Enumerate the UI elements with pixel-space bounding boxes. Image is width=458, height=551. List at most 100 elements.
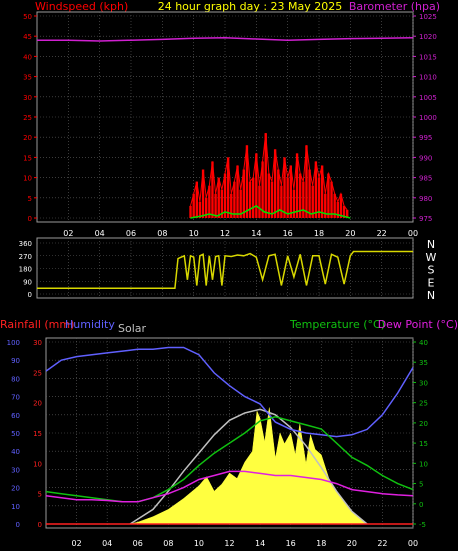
wind-y-tick-label: 50	[23, 13, 32, 21]
baro-y-tick-label: 975	[419, 215, 432, 223]
wind-y-tick-label: 20	[23, 134, 32, 142]
wind-bar	[205, 197, 208, 218]
wind-bar	[233, 181, 236, 218]
wind-bar	[286, 177, 289, 218]
humidity-y-tick-label: 60	[11, 412, 20, 420]
weather-x-tick-label: 18	[316, 539, 326, 548]
gust-line	[190, 205, 351, 219]
baro-y-tick-label: 995	[419, 134, 432, 142]
humidity-y-tick-label: 0	[16, 521, 20, 529]
humidity-axis-title: Humidity	[65, 318, 115, 331]
rainfall-axis-title: Rainfall (mm)	[0, 318, 74, 331]
rainfall-y-tick-label: 0	[38, 521, 42, 529]
direction-y-tick-label: 0	[28, 291, 32, 299]
wind-bar	[230, 193, 233, 218]
wind-bar	[327, 173, 330, 218]
temperature-y-tick-label: 10	[419, 460, 428, 468]
wind-bar	[264, 133, 267, 218]
wind-bar	[292, 189, 296, 218]
baro-y-tick-label: 990	[419, 154, 432, 162]
humidity-y-tick-label: 100	[7, 339, 20, 347]
wind-bar	[336, 201, 339, 218]
rainfall-y-tick-label: 15	[33, 430, 42, 438]
wind-bar	[302, 181, 305, 218]
wind-x-tick-label: 04	[95, 229, 105, 238]
wind-bar	[239, 189, 242, 218]
humidity-y-tick-label: 90	[11, 357, 20, 365]
direction-compass-label: W	[426, 251, 437, 264]
rainfall-y-tick-label: 30	[33, 339, 42, 347]
humidity-y-tick-label: 20	[11, 485, 20, 493]
wind-bar	[320, 165, 324, 218]
humidity-y-tick-label: 70	[11, 394, 20, 402]
barometer-line	[37, 37, 414, 42]
wind-x-tick-label: 18	[314, 229, 324, 238]
temperature-y-tick-label: 5	[419, 481, 423, 489]
barometer-axis-title: Barometer (hpa)	[349, 0, 440, 13]
weather-x-tick-label: 00	[408, 539, 418, 548]
temperature-y-tick-label: 40	[419, 339, 428, 347]
wind-bar	[242, 169, 245, 218]
weather-x-tick-label: 14	[255, 539, 265, 548]
wind-bar	[195, 181, 198, 218]
wind-x-tick-label: 10	[189, 229, 199, 238]
wind-bar	[324, 193, 327, 218]
wind-bar	[211, 161, 214, 218]
wind-bar	[261, 161, 264, 218]
weather-x-tick-label: 16	[286, 539, 296, 548]
wind-x-tick-label: 12	[220, 229, 230, 238]
temperature-axis-title: Temperature (°C)	[289, 318, 385, 331]
wind-y-tick-label: 25	[23, 114, 32, 122]
weather-x-tick-label: 04	[102, 539, 112, 548]
humidity-y-tick-label: 80	[11, 375, 20, 383]
wind-bar	[226, 157, 230, 218]
wind-bar	[208, 185, 211, 218]
temperature-y-tick-label: 0	[419, 501, 423, 509]
wind-bar	[236, 165, 239, 218]
wind-bar	[214, 193, 217, 218]
direction-y-tick-label: 360	[19, 240, 32, 248]
wind-bar	[245, 145, 249, 218]
weather-x-tick-label: 02	[71, 539, 81, 548]
graph-title: 24 hour graph day : 23 May 2025	[158, 0, 343, 13]
weather-x-tick-label: 12	[224, 539, 234, 548]
wind-bar	[317, 177, 321, 218]
wind-bar	[342, 205, 346, 218]
wind-bar	[217, 177, 220, 218]
wind-bar	[295, 153, 299, 218]
wind-y-tick-label: 0	[28, 215, 32, 223]
wind-y-tick-label: 10	[23, 175, 32, 183]
wind-x-tick-label: 16	[283, 229, 293, 238]
wind-bar	[289, 165, 292, 218]
rainfall-y-tick-label: 10	[33, 460, 42, 468]
weather-x-tick-label: 20	[347, 539, 357, 548]
direction-compass-label: E	[428, 276, 435, 289]
baro-y-tick-label: 1025	[419, 13, 437, 21]
direction-compass-label: S	[428, 264, 435, 277]
weather-x-tick-label: 08	[163, 539, 173, 548]
temperature-y-tick-label: 35	[419, 359, 428, 367]
solar-axis-title: Solar	[118, 322, 147, 335]
humidity-line	[45, 346, 414, 438]
baro-y-tick-label: 985	[419, 175, 432, 183]
humidity-y-tick-label: 30	[11, 466, 20, 474]
weather-x-tick-label: 10	[194, 539, 204, 548]
dewpoint-axis-title: Dew Point (°C)	[378, 318, 458, 331]
direction-y-tick-label: 270	[19, 253, 32, 261]
wind-bar	[330, 181, 333, 218]
wind-bar	[252, 177, 255, 218]
humidity-y-tick-label: 40	[11, 448, 20, 456]
wind-bar	[305, 145, 308, 218]
temperature-y-tick-label: 15	[419, 440, 428, 448]
wind-bar	[273, 149, 277, 218]
solar-max-line	[129, 408, 368, 525]
wind-y-tick-label: 5	[28, 195, 32, 203]
direction-compass-label: N	[427, 238, 435, 251]
wind-bar	[270, 181, 274, 218]
humidity-y-tick-label: 50	[11, 430, 20, 438]
wind-y-tick-label: 40	[23, 53, 32, 61]
wind-line	[190, 133, 348, 211]
wind-bar	[280, 185, 283, 218]
wind-bar	[220, 189, 224, 218]
